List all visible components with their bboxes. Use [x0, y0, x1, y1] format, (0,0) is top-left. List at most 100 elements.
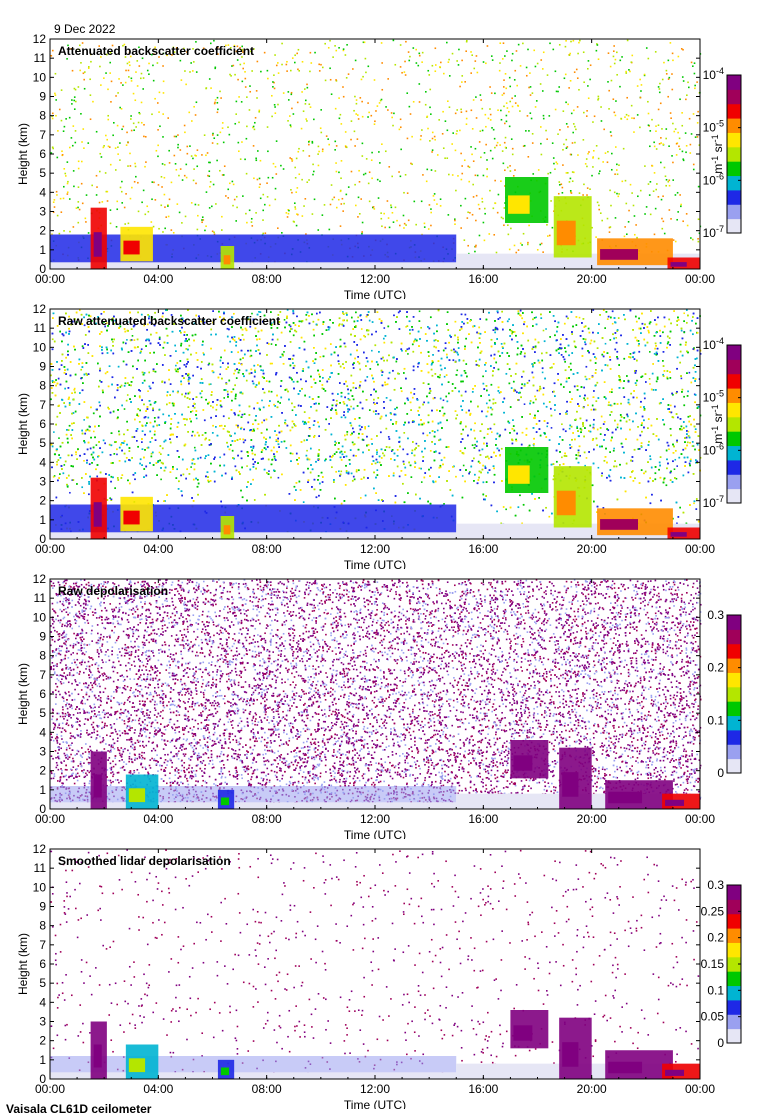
colorbar-tick-label: 0.15 — [701, 957, 725, 971]
y-tick-label: 6 — [39, 417, 46, 431]
x-axis: 00:00 04:00 08:00 12:00 16:00 20:00 00:00 — [35, 579, 715, 826]
colorbar-tick-label: 0 — [717, 766, 724, 780]
x-axis: 00:00 04:00 08:00 12:00 16:00 20:00 00:00 — [35, 849, 715, 1096]
y-tick-label: 4 — [39, 995, 46, 1009]
y-tick-label: 11 — [34, 591, 47, 605]
x-tick-label: 08:00 — [252, 812, 282, 826]
x-tick-label: 20:00 — [577, 542, 607, 556]
panel-title: Attenuated backscatter coefficient — [58, 44, 254, 58]
x-tick-label: 00:00 — [685, 1082, 715, 1096]
y-tick-label: 7 — [39, 938, 46, 952]
y-tick-label: 12 — [33, 32, 47, 46]
x-tick-label: 16:00 — [468, 812, 498, 826]
y-tick-label: 6 — [39, 147, 46, 161]
x-axis: 00:00 04:00 08:00 12:00 16:00 20:00 00:00 — [35, 39, 715, 286]
y-tick-label: 8 — [39, 649, 46, 663]
heatmap-field — [50, 579, 702, 809]
colorbar-tick-label: 10-7 — [703, 224, 724, 240]
x-tick-label: 12:00 — [360, 1082, 390, 1096]
y-tick-label: 1 — [39, 1053, 46, 1067]
y-tick-label: 0 — [39, 802, 46, 816]
x-tick-label: 20:00 — [577, 812, 607, 826]
x-tick-label: 00:00 — [685, 272, 715, 286]
colorbar-tick-label: 0.1 — [707, 713, 724, 727]
footer-label: Vaisala CL61D ceilometer — [6, 1102, 151, 1116]
y-tick-label: 2 — [39, 764, 46, 778]
x-tick-label: 00:00 — [35, 272, 65, 286]
y-tick-label: 12 — [33, 572, 47, 586]
colorbar: 0.3 0.25 0.2 0.15 0.1 0.05 0 — [701, 878, 742, 1050]
y-tick-label: 2 — [39, 1034, 46, 1048]
y-tick-label: 0 — [39, 532, 46, 546]
x-tick-label: 16:00 — [468, 542, 498, 556]
x-tick-label: 00:00 — [35, 1082, 65, 1096]
y-tick-label: 7 — [39, 128, 46, 142]
y-axis-label: Height (km) — [16, 663, 30, 725]
x-tick-label: 08:00 — [252, 272, 282, 286]
colorbar-tick-label: 0.1 — [707, 983, 724, 997]
colorbar-tick-label: 0.25 — [701, 904, 725, 918]
y-tick-label: 0 — [39, 262, 46, 276]
colorbar-tick-label: 0.05 — [701, 1010, 725, 1024]
y-tick-label: 11 — [34, 861, 47, 875]
y-tick-label: 11 — [34, 321, 47, 335]
y-tick-label: 9 — [39, 360, 46, 374]
y-tick-label: 1 — [39, 243, 46, 257]
x-tick-label: 04:00 — [143, 542, 173, 556]
x-tick-label: 04:00 — [143, 1082, 173, 1096]
y-tick-label: 10 — [33, 70, 47, 84]
y-tick-label: 4 — [39, 185, 46, 199]
x-tick-label: 12:00 — [360, 272, 390, 286]
colorbar-tick-label: 10-5 — [703, 389, 724, 405]
y-axis-label: Height (km) — [16, 393, 30, 455]
x-tick-label: 16:00 — [468, 1082, 498, 1096]
colorbar-tick-label: 10-6 — [703, 441, 724, 457]
y-tick-label: 12 — [33, 302, 47, 316]
colorbar-tick-label: 10-7 — [703, 494, 724, 510]
x-tick-label: 16:00 — [468, 272, 498, 286]
colorbar-tick-label: 0.3 — [707, 608, 724, 622]
y-tick-label: 5 — [39, 436, 46, 450]
x-tick-label: 04:00 — [143, 812, 173, 826]
y-tick-label: 9 — [39, 90, 46, 104]
colorbar-tick-label: 0.3 — [707, 878, 724, 892]
y-tick-label: 9 — [39, 630, 46, 644]
y-tick-label: 11 — [34, 51, 47, 65]
colorbar-unit: m-1 sr-1 — [710, 134, 725, 173]
panel-title: Raw attenuated backscatter coefficient — [58, 314, 280, 328]
x-tick-label: 12:00 — [360, 812, 390, 826]
y-tick-label: 7 — [39, 668, 46, 682]
colorbar-tick-label: 0.2 — [707, 661, 724, 675]
colorbar-tick-label: 10-5 — [703, 119, 724, 135]
y-tick-label: 5 — [39, 976, 46, 990]
colorbar-tick-label: 0.2 — [707, 931, 724, 945]
y-tick-label: 4 — [39, 725, 46, 739]
y-tick-label: 1 — [39, 783, 46, 797]
y-tick-label: 3 — [39, 475, 46, 489]
y-tick-label: 5 — [39, 166, 46, 180]
x-axis-label: Time (UTC) — [344, 828, 406, 839]
panel-title: Raw depolarisation — [58, 584, 168, 598]
colorbar-tick-label: 10-4 — [703, 66, 724, 82]
y-tick-label: 6 — [39, 957, 46, 971]
date-label: 9 Dec 2022 — [54, 22, 115, 36]
heatmap-field — [50, 39, 702, 269]
x-tick-label: 00:00 — [35, 542, 65, 556]
colorbar-tick-label: 0 — [717, 1036, 724, 1050]
colorbar: 10-4 10-5 10-6 10-7 m-1 sr-1 — [703, 66, 742, 240]
y-tick-label: 5 — [39, 706, 46, 720]
y-tick-label: 3 — [39, 745, 46, 759]
y-tick-label: 0 — [39, 1072, 46, 1086]
x-tick-label: 00:00 — [685, 542, 715, 556]
colorbar-tick-label: 10-4 — [703, 336, 724, 352]
y-tick-label: 2 — [39, 224, 46, 238]
y-tick-label: 8 — [39, 109, 46, 123]
y-tick-label: 8 — [39, 919, 46, 933]
y-axis-label: Height (km) — [16, 933, 30, 995]
y-tick-label: 7 — [39, 398, 46, 412]
y-tick-label: 3 — [39, 205, 46, 219]
